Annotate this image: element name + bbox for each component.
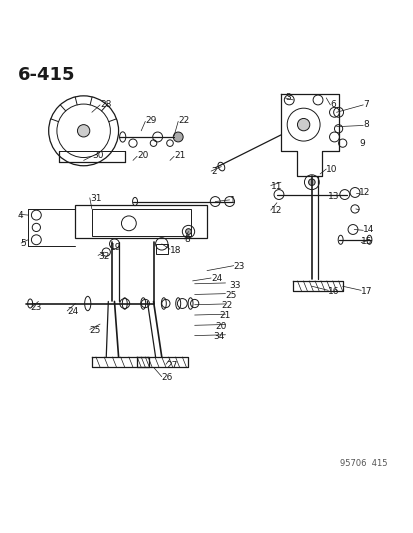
Text: 21: 21 [219,311,230,320]
Text: 6-415: 6-415 [18,66,75,84]
Text: 22: 22 [178,116,189,125]
Bar [75,205,206,238]
Text: 21: 21 [174,151,185,160]
Text: 2: 2 [211,167,216,176]
Text: 3: 3 [285,93,290,102]
Text: 8: 8 [184,235,190,244]
Text: 25: 25 [225,291,236,300]
Text: 28: 28 [100,100,111,109]
Text: 7: 7 [362,100,368,109]
Text: 33: 33 [229,280,240,289]
Text: 95706  415: 95706 415 [339,458,386,467]
Bar [92,209,190,236]
Text: 23: 23 [30,303,41,312]
Text: 13: 13 [328,192,339,201]
Text: 6: 6 [330,100,335,109]
Text: 34: 34 [213,332,224,341]
Text: 4: 4 [18,211,24,220]
Text: 18: 18 [170,246,181,255]
Text: 27: 27 [166,361,177,370]
Text: 19: 19 [110,244,121,253]
Text: 1: 1 [229,196,235,205]
Text: 25: 25 [90,326,101,335]
Text: 15: 15 [360,237,372,246]
Text: 23: 23 [233,262,244,271]
Text: 26: 26 [161,373,173,382]
Circle shape [173,132,183,142]
Text: 32: 32 [98,252,109,261]
Text: 12: 12 [358,188,370,197]
Text: 12: 12 [270,206,281,215]
Circle shape [297,118,309,131]
Text: 29: 29 [145,116,156,125]
Text: 17: 17 [360,287,372,296]
Text: 31: 31 [90,194,101,203]
Text: 20: 20 [215,321,226,330]
Text: 9: 9 [358,139,364,148]
Circle shape [77,125,90,137]
Text: 22: 22 [221,301,232,310]
Text: 24: 24 [67,307,78,316]
Text: 10: 10 [325,165,337,174]
Text: 24: 24 [211,274,222,284]
Text: 5: 5 [20,239,26,248]
Circle shape [185,229,191,235]
Circle shape [308,179,314,185]
Text: 8: 8 [362,120,368,129]
Bar [155,244,168,254]
Text: 14: 14 [362,225,374,234]
Text: 20: 20 [137,151,148,160]
Text: 16: 16 [328,287,339,296]
Text: 30: 30 [92,151,103,160]
Text: 11: 11 [270,182,282,191]
